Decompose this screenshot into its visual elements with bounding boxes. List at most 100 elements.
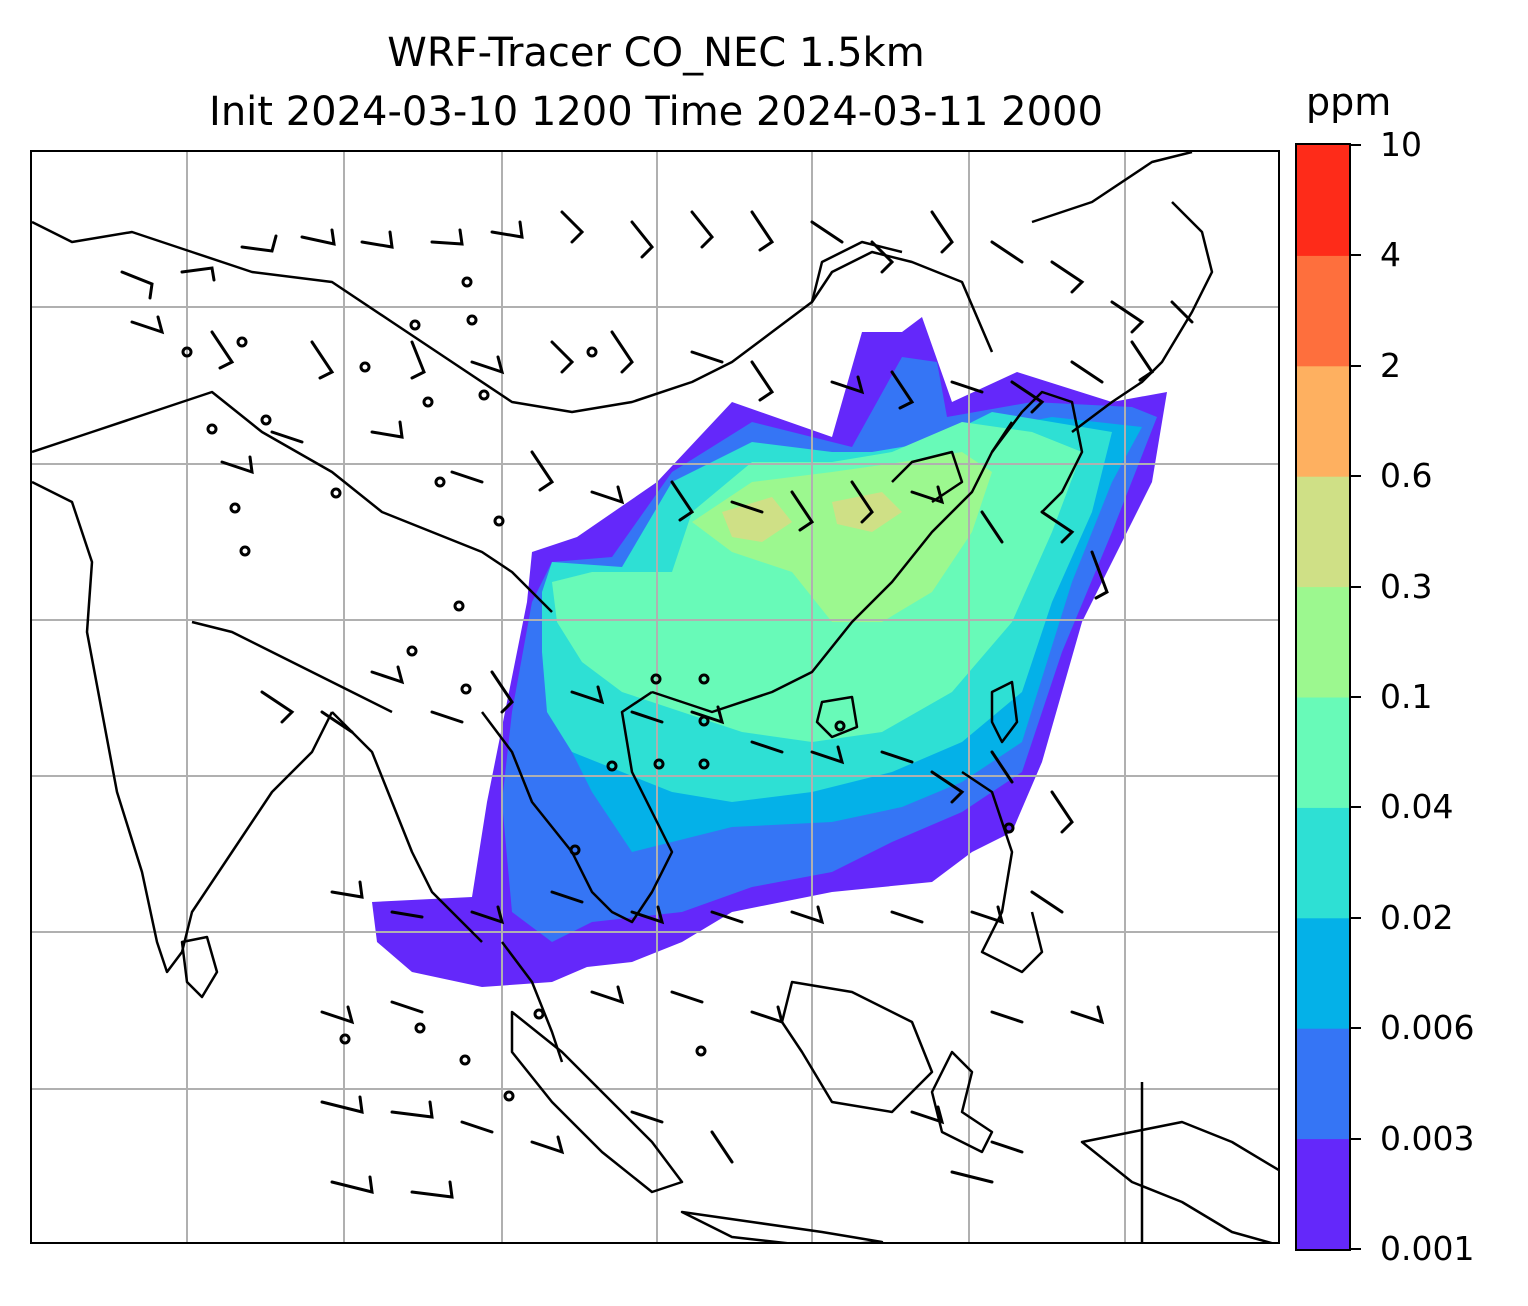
colorbar-tick-mark — [1351, 1137, 1361, 1140]
wind-barb — [430, 710, 464, 724]
colorbar-swatch — [1297, 365, 1349, 477]
wind-barb — [810, 745, 845, 765]
calm-markers — [181, 276, 1015, 1102]
colorbar-tick-mark — [1351, 1027, 1361, 1030]
wind-barb — [630, 710, 664, 724]
wind-barb — [630, 220, 655, 259]
colorbar-tick-label: 0.02 — [1380, 897, 1454, 937]
calm-wind-circle — [422, 396, 434, 408]
calm-wind-circle — [229, 502, 241, 514]
field-level-0.3 — [832, 492, 902, 532]
wind-barb — [630, 905, 665, 925]
wind-barb — [930, 210, 954, 254]
calm-wind-circle — [698, 673, 710, 685]
wind-barb — [530, 450, 555, 492]
wind-barb — [990, 750, 1014, 784]
coastline-china-south — [651, 421, 1014, 714]
colorbar-tick-label: 0.003 — [1380, 1118, 1475, 1158]
wind-barb — [1130, 340, 1155, 382]
wind-barb — [1040, 510, 1075, 544]
coastline-new-guinea — [1080, 1120, 1278, 1242]
calm-wind-circle — [181, 346, 193, 358]
wind-barb — [1110, 300, 1145, 334]
wind-barb — [710, 910, 744, 924]
calm-wind-circle — [359, 361, 371, 373]
wind-barb — [470, 905, 505, 925]
wind-barb — [1090, 550, 1109, 600]
colorbar-tick-mark — [1351, 1248, 1361, 1250]
wind-barb — [690, 210, 715, 249]
calm-wind-circle — [569, 844, 581, 856]
wind-barb — [930, 770, 965, 804]
calm-wind-circle — [260, 414, 272, 426]
wind-barb — [570, 685, 605, 705]
coastline-philippines — [961, 770, 1044, 974]
colorbar-tick-mark — [1351, 144, 1361, 146]
wind-barb — [550, 890, 584, 904]
wind-barb — [130, 315, 165, 335]
colorbar-swatch — [1297, 917, 1349, 1029]
coastline-sulawesi — [930, 1050, 994, 1154]
wind-barb — [460, 1120, 494, 1134]
calm-wind-circle — [206, 423, 218, 435]
wind-barb — [610, 330, 634, 374]
colorbar-tick-mark — [1351, 585, 1361, 588]
colorbar-swatch — [1297, 145, 1349, 256]
wind-barb — [430, 228, 464, 246]
wind-barb — [240, 234, 278, 253]
wind-barb — [690, 350, 724, 364]
wind-barb — [590, 985, 625, 1005]
wind-barb — [730, 500, 764, 514]
wind-barb — [910, 485, 945, 505]
wind-barb — [1170, 300, 1194, 324]
map-title-line1: WRF-Tracer CO_NEC 1.5km — [387, 30, 925, 76]
country-border — [32, 390, 553, 613]
wind-barb — [1030, 890, 1064, 914]
calm-wind-circle — [606, 760, 618, 772]
wind-barb — [750, 740, 784, 754]
colorbar-unit-label: ppm — [1306, 80, 1392, 124]
coastline-russia-east — [1031, 152, 1193, 224]
wind-barb — [890, 370, 915, 410]
coastline-borneo — [780, 980, 934, 1114]
coastline-korea — [991, 390, 1084, 513]
wind-barb — [410, 1180, 454, 1199]
wind-barb — [950, 380, 984, 394]
wind-barb — [790, 905, 825, 925]
coastline-sumatra — [510, 1010, 684, 1194]
colorbar-swatch — [1297, 1138, 1349, 1249]
colorbar-tick-label: 0.001 — [1380, 1229, 1475, 1268]
coastline-bohai — [891, 450, 964, 504]
wind-barb — [490, 670, 514, 714]
coastline-indochina — [481, 690, 674, 924]
wind-barb — [320, 1005, 355, 1025]
wind-barb — [550, 340, 575, 374]
map-title-line2: Init 2024-03-10 1200 Time 2024-03-11 200… — [209, 89, 1103, 135]
wind-barb — [260, 690, 295, 724]
colorbar-tick-label: 2 — [1380, 345, 1401, 385]
wind-barb — [590, 485, 625, 505]
coastline-bay-of-bengal-east — [331, 711, 483, 943]
wind-barb — [390, 1100, 434, 1119]
wind-barb — [560, 210, 585, 244]
colorbar-tick-label: 0.1 — [1380, 677, 1433, 716]
colorbar-swatch — [1297, 1028, 1349, 1140]
field-level-0.3 — [722, 497, 792, 542]
wind-barb — [690, 705, 725, 725]
colorbar-swatch — [1297, 476, 1349, 588]
calm-wind-circle — [698, 715, 710, 727]
wind-barb — [710, 1130, 734, 1164]
wind-barb — [630, 1110, 664, 1124]
wind-barb — [990, 1010, 1024, 1024]
co-tracer-field — [372, 317, 1167, 987]
colorbar-tick-mark — [1351, 696, 1361, 698]
wind-barb — [370, 420, 404, 439]
calm-wind-circle — [834, 720, 846, 732]
wind-barb — [1010, 380, 1045, 414]
coastline-taiwan — [990, 680, 1019, 744]
wind-barb — [980, 510, 1004, 544]
wind-barbs — [120, 210, 1194, 1199]
calm-wind-circle — [1003, 822, 1015, 834]
calm-wind-circle — [453, 600, 465, 612]
wind-barb — [970, 905, 1005, 925]
